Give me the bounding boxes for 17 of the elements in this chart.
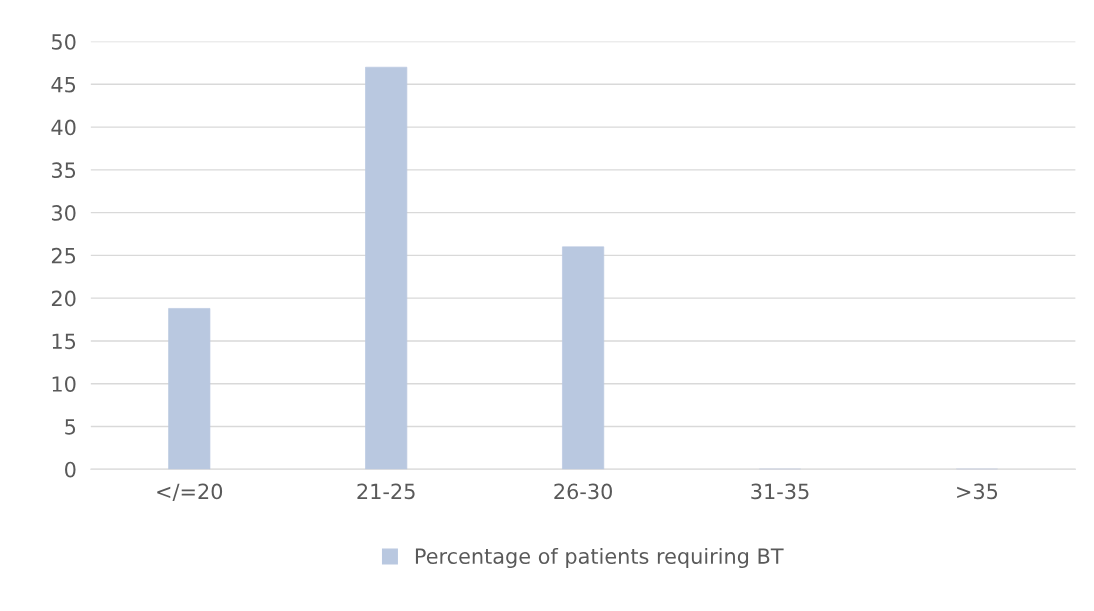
y-tick-label: 20 <box>51 290 76 307</box>
y-tick-label: 30 <box>51 205 76 221</box>
y-tick-label: 25 <box>51 247 76 264</box>
x-tick-label: >35 <box>957 483 998 500</box>
y-tick-label: 5 <box>65 419 76 435</box>
y-tick-label: 15 <box>52 333 76 350</box>
y-tick-label: 45 <box>51 77 76 93</box>
y-tick-label: 40 <box>51 119 76 136</box>
x-tick-label: 31-35 <box>751 483 809 500</box>
y-tick-label: 35 <box>51 162 76 179</box>
x-tick-label: 26-30 <box>554 483 612 500</box>
y-tick-label: 0 <box>65 461 76 478</box>
y-tick-label: 10 <box>52 376 76 392</box>
x-tick-label: 21-25 <box>357 483 415 500</box>
y-tick-label: 50 <box>52 34 76 50</box>
x-tick-label: </=20 <box>157 483 223 501</box>
legend-label: Percentage of patients requiring BT <box>415 547 784 569</box>
